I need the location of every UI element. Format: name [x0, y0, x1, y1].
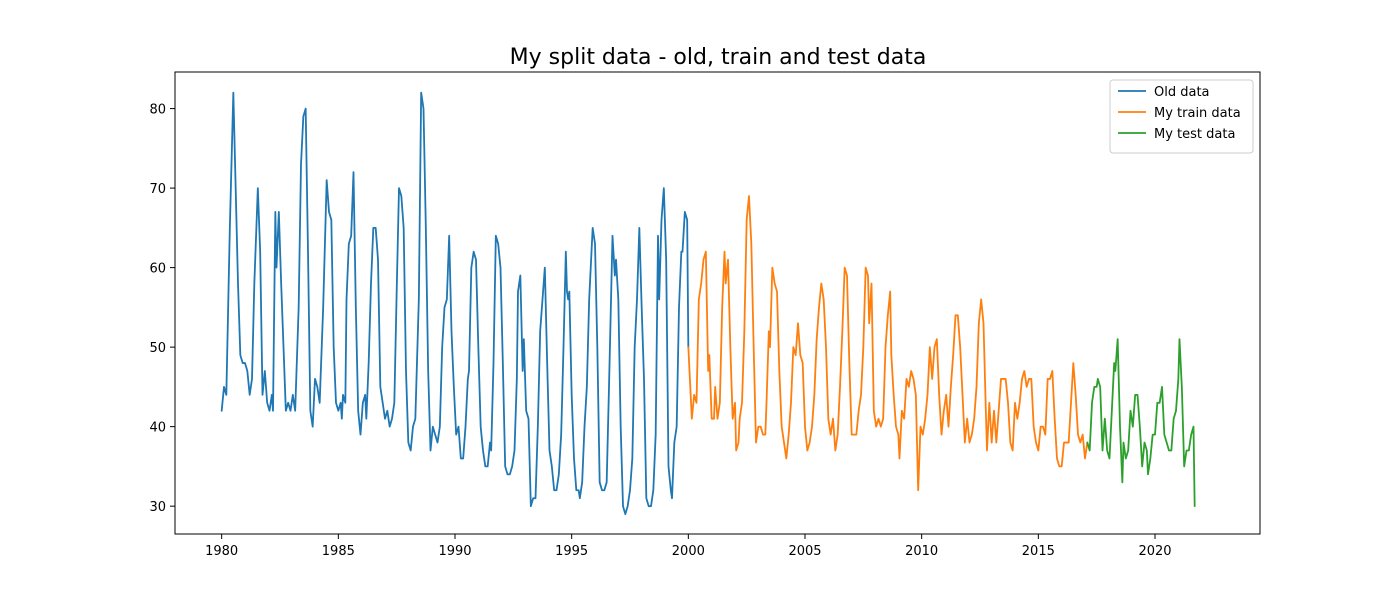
series-line-1: [687, 195, 1089, 492]
y-tick-label: 40: [149, 421, 166, 436]
x-tick-label: 1985: [322, 544, 355, 559]
x-tick-label: 2000: [672, 544, 705, 559]
legend: Old data My train data My test data: [1109, 79, 1254, 154]
y-tick-label: 30: [149, 500, 166, 515]
plot-frame: [174, 71, 1261, 535]
series-line-2: [1086, 338, 1196, 508]
y-tick-label: 60: [149, 262, 166, 277]
x-axis: 1980 1985 1990 1995 2000 2005 2010 2015 2020: [205, 534, 1172, 559]
y-tick-label: 50: [149, 341, 166, 356]
y-tick-label: 70: [149, 182, 166, 197]
plot-area: [175, 72, 1260, 534]
x-tick-label: 1995: [555, 544, 588, 559]
legend-label-0: Old data: [1154, 85, 1210, 100]
y-tick-label: 80: [149, 103, 166, 118]
x-tick-label: 2010: [905, 544, 938, 559]
legend-box: [1109, 79, 1254, 154]
x-tick-label: 1980: [205, 544, 238, 559]
x-tick-label: 2005: [788, 544, 821, 559]
series-line-0: [220, 91, 690, 516]
series-layer: [220, 91, 1196, 516]
y-axis: 30 40 50 60 70 80: [149, 103, 175, 515]
x-tick-label: 1990: [438, 544, 471, 559]
x-tick-label: 2015: [1022, 544, 1055, 559]
legend-label-1: My train data: [1154, 106, 1241, 121]
x-tick-label: 2020: [1138, 544, 1171, 559]
legend-label-2: My test data: [1154, 127, 1235, 142]
chart-title: My split data - old, train and test data: [510, 45, 927, 70]
